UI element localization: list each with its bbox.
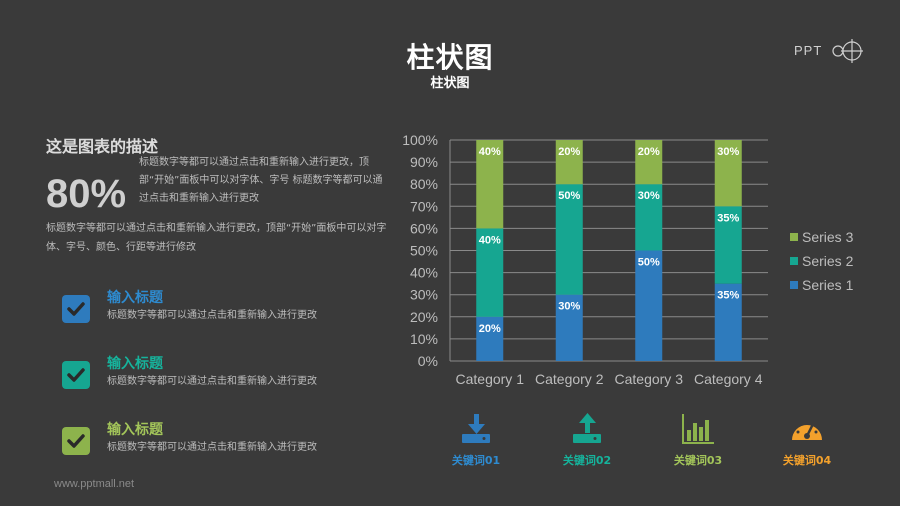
y-tick-label: 70% [410, 198, 438, 214]
bar-segment [714, 206, 742, 284]
footer-url: www.pptmall.net [54, 478, 135, 490]
y-tick-label: 10% [410, 331, 438, 347]
y-tick-label: 90% [410, 154, 438, 170]
keyword-item-1: 关键词01 [431, 412, 521, 468]
data-label: 20% [558, 146, 580, 158]
y-tick-label: 50% [410, 243, 438, 259]
bar-segment [635, 184, 663, 251]
description-side-text: 标题数字等都可以通过点击和重新输入进行更改，顶部“开始”面板中可以对字体、字号 … [139, 157, 383, 204]
keyword-item-3: 关键词03 [653, 412, 743, 468]
legend-swatch [790, 233, 798, 241]
feature-title: 输入标题 [107, 290, 163, 306]
y-tick-label: 60% [410, 220, 438, 236]
bar-segment [476, 140, 504, 229]
speedometer-icon [792, 417, 822, 440]
bar-chart-icon [682, 414, 714, 444]
upload-icon [573, 413, 601, 443]
description-title: 这是图表的描述 [46, 137, 159, 156]
data-label: 30% [717, 146, 739, 158]
feature-item-2: 输入标题 标题数字等都可以通过点击和重新输入进行更改 [62, 353, 322, 413]
feature-text: 标题数字等都可以通过点击和重新输入进行更改 [107, 376, 317, 387]
bar-segment [555, 140, 583, 185]
stacked-bar-chart: 0% 10% 20% 30% 40% 50% 60% 70% 80% 90% 100% 20% 40% 4… [402, 132, 854, 387]
feature-title: 输入标题 [107, 422, 163, 438]
data-label: 50% [638, 257, 660, 269]
legend-swatch [790, 257, 798, 265]
y-tick-label: 0% [418, 353, 438, 369]
data-label: 40% [479, 234, 501, 246]
y-tick-label: 20% [410, 309, 438, 325]
keyword-label: 关键词03 [673, 454, 723, 467]
logo-mark-icon [832, 39, 863, 63]
bar-segment [476, 228, 504, 317]
keyword-item-2: 关键词02 [542, 412, 632, 468]
bar-segment [555, 294, 583, 361]
legend-label: Series 1 [802, 277, 854, 293]
download-icon [462, 414, 490, 443]
data-label: 30% [558, 301, 580, 313]
page-title: 柱状图 [406, 41, 494, 74]
x-tick-label: Category 1 [456, 371, 525, 387]
checkbox-icon [62, 361, 90, 389]
data-label: 35% [717, 290, 739, 302]
data-label: 20% [479, 323, 501, 335]
data-label: 35% [717, 212, 739, 224]
feature-item-1: 输入标题 标题数字等都可以通过点击和重新输入进行更改 [62, 287, 322, 347]
x-tick-label: Category 2 [535, 371, 604, 387]
x-tick-label: Category 4 [694, 371, 763, 387]
y-tick-label: 30% [410, 287, 438, 303]
description-bottom-text: 标题数字等都可以通过点击和重新输入进行更改，顶部“开始”面板中可以对字体、字号、… [46, 223, 387, 253]
bar-segment [635, 250, 663, 361]
big-percent-value: 80% [46, 172, 127, 216]
feature-item-3: 输入标题 标题数字等都可以通过点击和重新输入进行更改 [62, 419, 322, 479]
keyword-label: 关键词02 [562, 454, 612, 467]
legend-label: Series 3 [802, 229, 854, 245]
logo-text: PPT [794, 43, 823, 58]
y-tick-label: 100% [402, 132, 438, 148]
page-subtitle: 柱状图 [430, 76, 470, 91]
bar-segment [714, 140, 742, 207]
checkbox-icon [62, 295, 90, 323]
data-label: 20% [638, 146, 660, 158]
y-tick-label: 80% [410, 176, 438, 192]
data-label: 30% [638, 190, 660, 202]
feature-title: 输入标题 [107, 356, 163, 372]
bar-segment [555, 184, 583, 295]
data-label: 50% [558, 190, 580, 202]
bar-segment [635, 140, 663, 185]
y-tick-label: 40% [410, 265, 438, 281]
keyword-label: 关键词04 [782, 454, 832, 467]
x-tick-label: Category 3 [615, 371, 684, 387]
feature-text: 标题数字等都可以通过点击和重新输入进行更改 [107, 310, 317, 321]
keyword-item-4: 关键词04 [762, 412, 852, 468]
bar-segment [476, 316, 504, 361]
brand-logo: PPT [790, 36, 870, 66]
data-label: 40% [479, 146, 501, 158]
legend-label: Series 2 [802, 253, 854, 269]
feature-text: 标题数字等都可以通过点击和重新输入进行更改 [107, 442, 317, 453]
keyword-label: 关键词01 [451, 454, 501, 467]
bar-segment [714, 283, 742, 361]
legend-swatch [790, 281, 798, 289]
checkbox-icon [62, 427, 90, 455]
